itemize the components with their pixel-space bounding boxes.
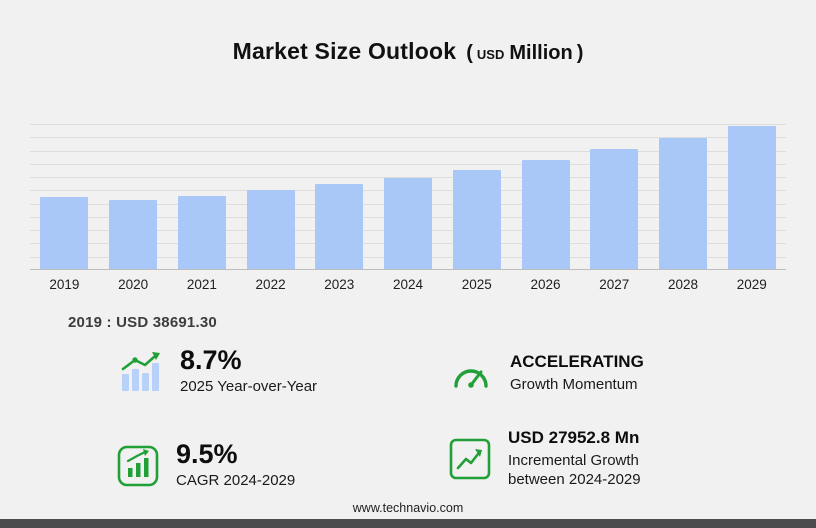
market-size-bar-chart: 2019 2020 2021 2022 2023 2024 2025 2026 2027 2028…	[30, 124, 786, 298]
bar-2025	[452, 170, 501, 269]
bar-2023	[315, 183, 364, 269]
title-text: Market Size Outlook	[232, 38, 457, 64]
title-unit-currency: USD	[476, 47, 505, 62]
x-tick-2019: 2019	[49, 276, 80, 292]
bar-chart-trend-icon	[116, 349, 164, 395]
stat-cagr: 9.5% CAGR 2024-2029	[116, 440, 295, 491]
stat-value: 8.7%	[180, 345, 242, 375]
stat-value: USD 27952.8 Mn	[508, 428, 640, 447]
title-unit-label: Million	[509, 42, 573, 64]
title-unit: (USD Million)	[466, 42, 583, 64]
x-tick-2025: 2025	[461, 276, 492, 292]
gridline	[30, 150, 786, 152]
x-tick-2021: 2021	[186, 276, 217, 292]
x-tick-2022: 2022	[255, 276, 286, 292]
title-unit-close: )	[576, 42, 584, 64]
page-title: Market Size Outlook (USD Million)	[0, 38, 816, 65]
x-tick-2024: 2024	[393, 276, 424, 292]
bar-2028	[658, 137, 707, 269]
bar-2024	[384, 177, 432, 269]
x-tick-2029: 2029	[736, 276, 767, 292]
stat-label: CAGR 2024-2029	[176, 472, 296, 490]
x-tick-2023: 2023	[324, 276, 355, 292]
bar-2019	[40, 196, 89, 269]
gridline	[30, 177, 786, 179]
bar-2021	[177, 196, 226, 269]
bar-2029	[727, 125, 776, 269]
gridline	[30, 137, 786, 139]
x-tick-2026: 2026	[530, 276, 561, 292]
bar-2027	[590, 149, 639, 269]
bar-2022	[246, 189, 295, 269]
footer-bar	[0, 519, 816, 528]
stat-label: Incremental Growth between 2024-2029	[508, 452, 641, 489]
growth-arrow-icon	[448, 437, 492, 481]
stat-label: Growth Momentum	[510, 376, 638, 394]
stat-value: ACCELERATING	[510, 352, 644, 371]
x-tick-2020: 2020	[118, 276, 149, 292]
stat-incremental-growth: USD 27952.8 Mn Incremental Growth betwee…	[448, 428, 680, 490]
stat-label: 2025 Year-over-Year	[180, 378, 318, 396]
cagr-box-icon	[116, 444, 160, 488]
stat-value: 9.5%	[176, 439, 238, 469]
stat-yoy-growth: 8.7% 2025 Year-over-Year	[116, 346, 317, 397]
chart-plot-area	[30, 124, 786, 270]
stat-growth-momentum: ACCELERATING Growth Momentum	[448, 352, 644, 395]
title-unit-open: (	[466, 42, 473, 64]
chart-x-axis: 2019 2020 2021 2022 2023 2024 2025 2026 2027 2028…	[30, 270, 786, 298]
gridline	[30, 163, 786, 165]
x-tick-2028: 2028	[667, 276, 698, 292]
x-tick-2027: 2027	[599, 276, 630, 292]
bar-2026	[521, 160, 570, 269]
bar-2020	[109, 199, 158, 269]
footer-url: www.technavio.com	[352, 501, 464, 515]
base-year-value: 2019 : USD 38691.30	[68, 314, 217, 331]
speedometer-icon	[448, 355, 494, 393]
gridline	[30, 124, 786, 125]
